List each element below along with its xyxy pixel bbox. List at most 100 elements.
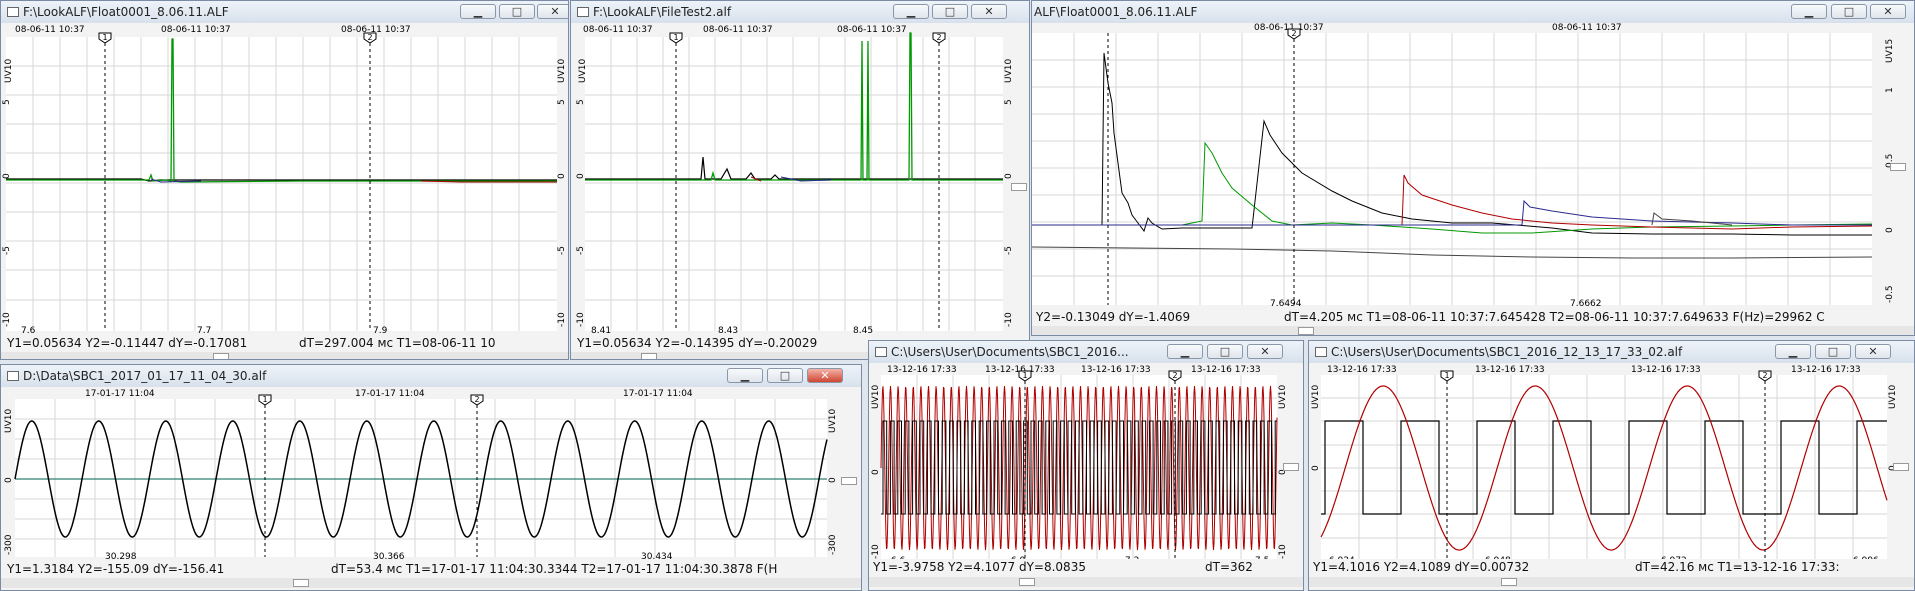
plot-area[interactable]: 17-01-17 11:04 17-01-17 11:04 17-01-17 1… bbox=[1, 387, 861, 561]
minimize-button[interactable]: ▁ bbox=[727, 368, 763, 383]
cursor-marker-1[interactable]: 1 bbox=[669, 32, 683, 44]
plot-area[interactable]: 08-06-11 10:37 08-06-11 10:37 08-06-11 1… bbox=[1, 23, 568, 335]
y-tick: 0.5 bbox=[1885, 154, 1895, 168]
vertical-scroll-thumb[interactable] bbox=[1011, 183, 1027, 191]
title-bar[interactable]: ALF\Float0001_8.06.11.ALF ▁ □ ✕ bbox=[1032, 1, 1914, 23]
window-float0001[interactable]: F:\LookALF\Float0001_8.06.11.ALF ▁ □ ✕ 0… bbox=[0, 0, 569, 360]
maximize-button[interactable]: □ bbox=[1207, 344, 1243, 359]
cursor-marker-2[interactable]: 2 bbox=[1168, 370, 1182, 382]
plot-area[interactable]: 08-06-11 10:37 08-06-11 10:37 08-06-11 1… bbox=[571, 23, 1029, 335]
y-tick: 0 bbox=[828, 477, 838, 483]
plot-area[interactable]: 13-12-16 17:33 13-12-16 17:33 13-12-16 1… bbox=[1309, 363, 1914, 565]
cursor-marker-1[interactable]: 1 bbox=[1440, 370, 1454, 382]
close-button[interactable]: ✕ bbox=[1855, 344, 1891, 359]
horizontal-scrollbar[interactable] bbox=[571, 352, 1029, 359]
scroll-thumb[interactable] bbox=[1298, 327, 1314, 335]
svg-text:1: 1 bbox=[673, 33, 678, 42]
cursor-marker-1[interactable]: 1 bbox=[98, 32, 112, 44]
maximize-button[interactable]: □ bbox=[1815, 344, 1851, 359]
window-title: F:\LookALF\FileTest2.alf bbox=[593, 5, 732, 19]
vertical-scroll-thumb[interactable] bbox=[1283, 463, 1299, 471]
time-label: 17-01-17 11:04 bbox=[85, 389, 155, 399]
status-time: dT=4.205 мс T1=08-06-11 10:37:7.645428 T… bbox=[1284, 310, 1825, 324]
window-sbc1-2016-a[interactable]: C:\Users\User\Documents\SBC1_2016... ▁ □… bbox=[868, 340, 1304, 591]
minimize-button[interactable]: ▁ bbox=[1167, 344, 1203, 359]
time-label: 08-06-11 10:37 bbox=[341, 25, 411, 35]
status-values: Y2=-0.13049 dY=-1.4069 bbox=[1036, 310, 1191, 324]
y-unit-label: UV10 bbox=[871, 385, 881, 409]
maximize-button[interactable]: □ bbox=[499, 4, 535, 19]
close-button[interactable]: ✕ bbox=[971, 4, 1007, 19]
plot-area[interactable]: 08-06-11 10:37 08-06-11 10:37 UV15 1 0.5… bbox=[1032, 23, 1914, 309]
y-tick: 0 bbox=[1004, 173, 1014, 179]
grid bbox=[585, 37, 1003, 331]
horizontal-scrollbar[interactable] bbox=[1, 352, 568, 359]
title-bar[interactable]: C:\Users\User\Documents\SBC1_2016... ▁ □… bbox=[869, 341, 1303, 363]
scroll-thumb[interactable] bbox=[641, 353, 657, 359]
cursor-marker-2[interactable]: 2 bbox=[470, 394, 484, 406]
scroll-thumb[interactable] bbox=[213, 353, 229, 359]
window-filetest2[interactable]: F:\LookALF\FileTest2.alf ▁ □ ✕ 08-06-11 … bbox=[570, 0, 1030, 360]
window-float0001-zoom[interactable]: ALF\Float0001_8.06.11.ALF ▁ □ ✕ 08-06-11… bbox=[1031, 0, 1915, 336]
minimize-button[interactable]: ▁ bbox=[1791, 4, 1827, 19]
plot-area[interactable]: 13-12-16 17:33 13-12-16 17:33 13-12-16 1… bbox=[869, 363, 1303, 565]
title-bar[interactable]: D:\Data\SBC1_2017_01_17_11_04_30.alf ▁ □… bbox=[1, 365, 861, 387]
svg-text:1: 1 bbox=[1022, 371, 1027, 380]
cursor-marker-2[interactable]: 2 bbox=[932, 32, 946, 44]
y-unit-label: UV10 bbox=[1278, 385, 1288, 409]
vertical-scroll-thumb[interactable] bbox=[1890, 163, 1906, 171]
time-label: 08-06-11 10:37 bbox=[583, 25, 653, 35]
svg-text:2: 2 bbox=[1762, 371, 1767, 380]
y-unit-label: UV10 bbox=[1311, 385, 1321, 409]
signal-traces bbox=[1032, 52, 1873, 259]
cursor-lines bbox=[104, 37, 371, 331]
x-tick: 7.6494 bbox=[1270, 299, 1302, 309]
cursor-marker-2[interactable]: 2 bbox=[1758, 370, 1772, 382]
scroll-thumb[interactable] bbox=[1019, 578, 1035, 586]
horizontal-scrollbar[interactable] bbox=[1309, 577, 1914, 587]
y-unit-label: UV10 bbox=[4, 409, 14, 433]
maximize-button[interactable]: □ bbox=[767, 368, 803, 383]
title-bar[interactable]: F:\LookALF\FileTest2.alf ▁ □ ✕ bbox=[571, 1, 1029, 23]
time-label: 08-06-11 10:37 bbox=[1254, 23, 1324, 33]
vertical-scroll-thumb[interactable] bbox=[1893, 463, 1909, 471]
minimize-button[interactable]: ▁ bbox=[893, 4, 929, 19]
cursor-marker-1[interactable]: 1 bbox=[258, 394, 272, 406]
cursor-lines bbox=[675, 37, 940, 331]
horizontal-scrollbar[interactable] bbox=[1032, 326, 1914, 335]
time-label: 13-12-16 17:33 bbox=[1191, 365, 1261, 375]
time-label: 08-06-11 10:37 bbox=[15, 25, 85, 35]
scroll-thumb[interactable] bbox=[293, 579, 309, 587]
close-button[interactable]: ✕ bbox=[1247, 344, 1283, 359]
cursor-marker-2[interactable]: 2 bbox=[1287, 28, 1301, 40]
y-unit-label: UV10 bbox=[1888, 385, 1898, 409]
cursor-marker-2[interactable]: 2 bbox=[363, 32, 377, 44]
status-bar: Y2=-0.13049 dY=-1.4069 dT=4.205 мс T1=08… bbox=[1032, 309, 1914, 326]
vertical-scroll-thumb[interactable] bbox=[841, 477, 857, 485]
title-bar[interactable]: F:\LookALF\Float0001_8.06.11.ALF ▁ □ ✕ bbox=[1, 1, 568, 23]
y-unit-label: UV10 bbox=[1004, 59, 1014, 83]
horizontal-scrollbar[interactable] bbox=[869, 577, 1303, 587]
signal-traces bbox=[585, 32, 1003, 182]
app-icon bbox=[7, 371, 19, 381]
time-label: 13-12-16 17:33 bbox=[1081, 365, 1151, 375]
window-sbc1-2017[interactable]: D:\Data\SBC1_2017_01_17_11_04_30.alf ▁ □… bbox=[0, 364, 862, 591]
plot-background bbox=[15, 399, 827, 557]
time-label: 13-12-16 17:33 bbox=[985, 365, 1055, 375]
y-tick: 5 bbox=[1004, 99, 1014, 105]
maximize-button[interactable]: □ bbox=[1831, 4, 1867, 19]
cursor-marker-1[interactable]: 1 bbox=[1018, 370, 1032, 382]
horizontal-scrollbar[interactable] bbox=[1, 578, 861, 588]
minimize-button[interactable]: ▁ bbox=[460, 4, 496, 19]
close-button[interactable]: ✕ bbox=[1870, 4, 1906, 19]
y-tick: 0 bbox=[1278, 469, 1288, 475]
svg-text:2: 2 bbox=[1172, 371, 1177, 380]
title-bar[interactable]: C:\Users\User\Documents\SBC1_2016_12_13_… bbox=[1309, 341, 1914, 363]
minimize-button[interactable]: ▁ bbox=[1775, 344, 1811, 359]
maximize-button[interactable]: □ bbox=[932, 4, 968, 19]
scroll-thumb[interactable] bbox=[1501, 578, 1517, 586]
window-sbc1-2016-b[interactable]: C:\Users\User\Documents\SBC1_2016_12_13_… bbox=[1308, 340, 1915, 591]
status-time: dT=297.004 мс T1=08-06-11 10 bbox=[299, 336, 496, 350]
close-button[interactable]: ✕ bbox=[537, 4, 568, 19]
close-button[interactable]: ✕ bbox=[807, 368, 843, 383]
